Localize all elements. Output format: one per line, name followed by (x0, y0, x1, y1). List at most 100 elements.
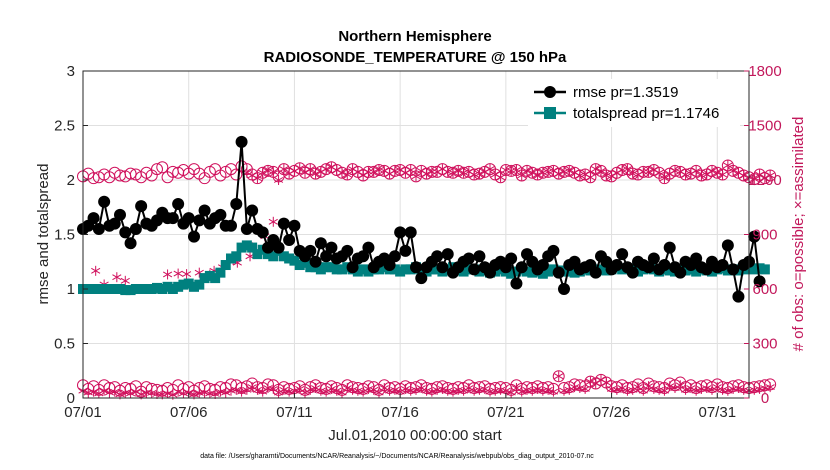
obs_assimilated_high-marker (702, 169, 712, 180)
rmse-point (124, 237, 137, 250)
totalspread-point (527, 267, 538, 278)
obs_assimilated_low-marker (675, 380, 685, 391)
obs_assimilated_high-marker (300, 167, 310, 178)
rmse-point (658, 259, 671, 272)
obs_assimilated_high-marker (532, 169, 543, 180)
obs_assimilated_high-marker (538, 167, 548, 178)
totalspread-point (146, 284, 157, 294)
totalspread-point (104, 284, 115, 294)
y-tick-label-right: 1800 (748, 63, 781, 80)
y-tick-label-right: 300 (752, 336, 777, 353)
obs_assimilated_low-marker (606, 383, 617, 394)
rmse-point (193, 214, 206, 227)
rmse-point (716, 259, 729, 272)
rmse-point (98, 195, 111, 208)
obs_assimilated_low-marker (580, 383, 590, 394)
totalspread-point (754, 263, 765, 274)
x-tick-label: 07/31 (699, 404, 737, 421)
totalspread-point (400, 264, 411, 275)
totalspread-point (337, 264, 347, 275)
obs_assimilated_low-marker (432, 384, 442, 395)
obs_assimilated_low-marker (559, 385, 569, 396)
obs_assimilated_low-marker (548, 386, 559, 397)
obs_assimilated_low-marker (532, 383, 543, 394)
obs_assimilated_low-marker (554, 371, 564, 382)
obs_assimilated_high-marker (358, 170, 368, 181)
obs_assimilated_high-marker (622, 164, 633, 175)
obs_assimilated_low-marker (538, 385, 548, 396)
totalspread-point (569, 267, 580, 278)
rmse-point (246, 204, 259, 217)
rmse-point (383, 259, 396, 272)
obs_possible_high-marker (156, 161, 169, 174)
rmse-point (721, 239, 734, 252)
y-tick-label-left: 0.5 (54, 336, 75, 353)
rmse-point (256, 226, 269, 239)
axis-ticks: 07/01 07/06 07/11 07/16 07/21 07/26 07/31 0 0.5 1… (54, 63, 782, 421)
obs_assimilated_low-marker (268, 383, 278, 394)
rmse-point (320, 250, 333, 263)
totalspread-point (691, 266, 702, 277)
totalspread-point (226, 253, 236, 264)
totalspread-point (664, 265, 675, 276)
obs_assimilated_high-marker (258, 167, 268, 178)
totalspread-point (210, 273, 221, 284)
obs_assimilated_low-marker (353, 385, 363, 396)
totalspread-point (305, 262, 316, 273)
legend-spread-label: totalspread pr=1.1746 (573, 105, 719, 122)
obs_assimilated_low-marker (754, 383, 765, 394)
obs_assimilated_low-marker (717, 384, 728, 395)
rmse-point (647, 252, 660, 265)
rmse-point (114, 208, 126, 221)
obs_possible_low-marker (552, 370, 565, 383)
obs_assimilated_high-marker (369, 166, 379, 177)
obs_assimilated_high-marker (263, 165, 273, 176)
obs_assimilated_low-marker (506, 387, 516, 398)
totalspread-point (88, 284, 99, 294)
obs_assimilated_low-marker (485, 386, 495, 397)
rmse-point (441, 248, 454, 261)
rmse-point (283, 233, 296, 246)
obs_assimilated_low-marker (638, 385, 648, 396)
totalspread-point (231, 251, 242, 262)
obs_assimilated_low-marker (659, 385, 670, 396)
y-tick-label-left: 1 (67, 281, 75, 298)
totalspread-point (204, 270, 215, 281)
obs_assimilated_high-marker (506, 165, 516, 176)
obs_assimilated_low-marker (400, 383, 411, 394)
rmse-point (748, 230, 761, 243)
obs_assimilated_low-marker (199, 387, 210, 398)
obs_assimilated_high-marker (443, 166, 453, 177)
obs_assimilated_ramp-marker (162, 269, 173, 280)
obs_assimilated_high-marker (279, 164, 289, 175)
rmse-point (362, 241, 375, 254)
obs_assimilated_low-marker (279, 384, 289, 395)
rmse-point (642, 261, 655, 274)
obs_assimilated_low-marker (739, 384, 749, 395)
rmse-point (92, 223, 105, 236)
obs_assimilated_high-marker (543, 166, 553, 177)
obs_assimilated_high-marker (469, 169, 479, 180)
obs_assimilated_low-marker (453, 384, 463, 395)
obs_assimilated_high-marker (517, 170, 527, 181)
totalspread-point (294, 260, 305, 271)
obs_assimilated_low-marker (765, 382, 775, 393)
obs_assimilated_high-marker (374, 165, 384, 176)
obs_assimilated_low-marker (696, 383, 707, 394)
rmse-point (225, 219, 237, 232)
y-tick-label-left: 0 (67, 390, 75, 407)
obs_assimilated_high-marker (712, 167, 722, 178)
obs_assimilated_low-marker (654, 384, 664, 395)
obs_assimilated_low-marker (649, 383, 659, 394)
obs_assimilated_low-marker (517, 386, 527, 397)
obs_assimilated_low-marker (215, 386, 226, 397)
obs_assimilated_low-marker (543, 384, 553, 395)
totalspread-point (358, 264, 369, 275)
obs_possible_high-marker (124, 167, 137, 180)
obs_assimilated_low-marker (680, 384, 691, 395)
rmse-point (547, 244, 560, 257)
obs_assimilated_low-marker (337, 387, 347, 398)
obs_assimilated_high-marker (628, 168, 638, 179)
obs_assimilated_high-marker (696, 170, 707, 181)
obs_assimilated_low-marker (226, 385, 236, 396)
